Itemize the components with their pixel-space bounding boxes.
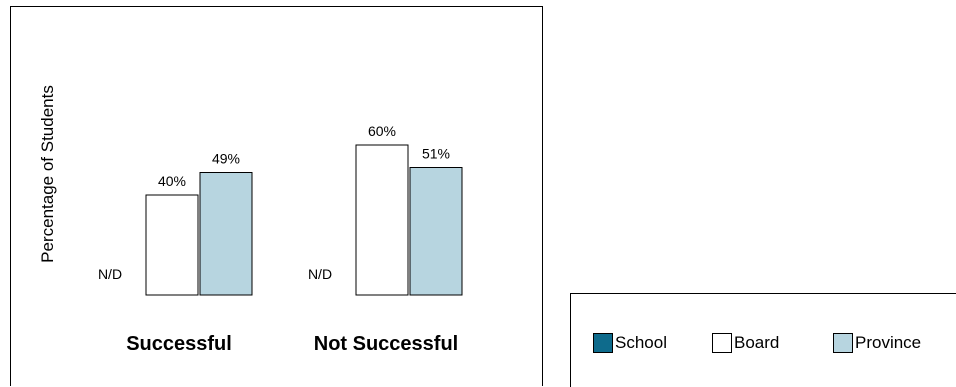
legend-label-board: Board: [734, 333, 780, 352]
nd-label-school-0: N/D: [98, 266, 122, 282]
bar-province-1: [409, 167, 463, 296]
legend-label-school: School: [615, 333, 667, 352]
legend-swatch-board: [712, 333, 732, 353]
bar-province-0: [199, 172, 253, 296]
data-label-province-1: 51%: [422, 146, 450, 162]
nd-label-school-1: N/D: [308, 266, 332, 282]
y-axis-label: Percentage of Students: [38, 85, 57, 263]
legend-item-board: Board: [712, 333, 779, 353]
bar-chart: Percentage of Students N/D 40% 49% Successf…: [38, 85, 463, 355]
category-label-0: Successful: [126, 333, 232, 355]
legend-swatch-school: [593, 333, 613, 353]
chart-frame: Percentage of Students N/D 40% 49% Successf…: [10, 6, 543, 386]
bar-board-0: [145, 194, 199, 296]
legend: School Board Province: [570, 293, 956, 387]
legend-item-school: School: [593, 333, 667, 353]
legend-label-province: Province: [855, 333, 922, 352]
legend-item-province: Province: [833, 333, 921, 353]
data-label-board-0: 40%: [158, 173, 186, 189]
data-label-province-0: 49%: [212, 151, 240, 167]
legend-swatch-province: [833, 333, 853, 353]
data-label-board-1: 60%: [368, 123, 396, 139]
category-label-1: Not Successful: [314, 333, 458, 355]
bar-board-1: [355, 144, 409, 296]
